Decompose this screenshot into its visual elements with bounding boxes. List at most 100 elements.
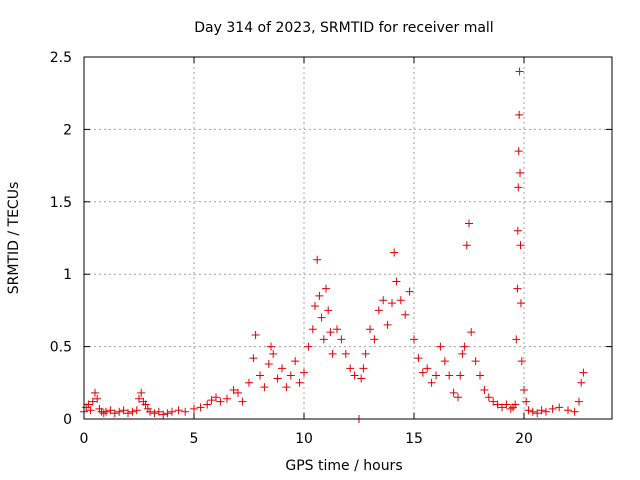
data-point [168, 407, 176, 416]
y-axis-label: SRMTID / TECUs [6, 182, 22, 295]
data-point [579, 368, 588, 377]
data-point [137, 388, 146, 397]
data-point [502, 400, 511, 409]
data-point [300, 368, 308, 377]
data-point [278, 364, 286, 373]
grid-lines [84, 57, 612, 419]
data-point [196, 403, 205, 412]
data-point [150, 409, 159, 418]
data-point [328, 349, 337, 358]
data-point [317, 313, 326, 322]
data-point [249, 354, 258, 363]
data-point [512, 335, 521, 344]
data-point [295, 378, 304, 387]
y-tick-label: 0 [63, 412, 72, 428]
data-point [86, 406, 95, 415]
data-point [454, 393, 462, 402]
data-point [357, 374, 366, 383]
y-tick-label: 2 [63, 122, 72, 138]
data-point [141, 400, 150, 409]
data-point [445, 371, 454, 380]
data-point [498, 403, 506, 412]
data-point [223, 394, 231, 403]
data-point [427, 378, 436, 387]
data-point [570, 407, 579, 416]
data-point [476, 371, 484, 380]
data-point [273, 374, 282, 383]
data-point [366, 325, 374, 334]
data-point [181, 407, 190, 416]
data-point [163, 409, 172, 418]
x-tick-label: 5 [190, 431, 199, 447]
data-point [533, 409, 542, 418]
data-point [515, 67, 524, 76]
data-point [515, 110, 524, 119]
data-point [516, 299, 525, 308]
data-point [282, 383, 291, 392]
data-point [359, 364, 368, 373]
y-axis-ticks: 0 0.5 1 1.5 2 2.5 [50, 50, 612, 428]
data-point [291, 357, 300, 366]
data-point [311, 302, 319, 311]
data-points [80, 67, 588, 423]
data-point [513, 226, 522, 235]
data-point [324, 306, 333, 315]
data-point [84, 400, 93, 409]
y-tick-label: 1.5 [50, 195, 72, 211]
data-point [370, 335, 379, 344]
data-point [392, 277, 401, 286]
data-point [91, 388, 99, 397]
data-point [346, 364, 355, 373]
data-point [128, 407, 137, 416]
data-point [462, 241, 471, 250]
data-point [575, 397, 583, 406]
data-point [203, 400, 212, 409]
data-point [423, 364, 432, 373]
data-point [511, 400, 520, 409]
data-point [513, 284, 522, 293]
data-point [119, 406, 128, 415]
data-point [190, 404, 198, 413]
data-point [264, 359, 273, 368]
data-point [456, 371, 465, 380]
data-point [304, 342, 313, 351]
y-tick-label: 1 [63, 267, 72, 283]
data-point [124, 409, 132, 418]
x-tick-label: 0 [80, 431, 89, 447]
data-point [440, 357, 449, 366]
data-point [493, 400, 502, 409]
data-point [207, 396, 216, 405]
data-point [564, 406, 572, 415]
data-point [374, 306, 383, 315]
data-point [405, 287, 414, 296]
data-point [135, 394, 143, 403]
data-point [216, 397, 225, 406]
data-point [467, 328, 476, 337]
data-point [174, 406, 183, 415]
x-axis-label: GPS time / hours [285, 458, 402, 474]
data-point [229, 386, 238, 395]
chart-title: Day 314 of 2023, SRMTID for receiver mal… [194, 20, 493, 36]
data-point [449, 388, 458, 397]
data-point [516, 168, 525, 177]
data-point [471, 357, 480, 366]
data-point [514, 183, 523, 192]
data-point [537, 406, 546, 415]
data-point [520, 386, 528, 395]
data-point [337, 335, 346, 344]
data-point [458, 349, 467, 358]
data-point [110, 409, 119, 418]
data-point [238, 397, 247, 406]
x-tick-label: 15 [405, 431, 423, 447]
data-point [350, 371, 359, 380]
data-point [319, 335, 328, 344]
data-point [361, 349, 370, 358]
data-point [251, 331, 260, 340]
data-point [379, 296, 388, 305]
data-point [396, 296, 405, 305]
data-point [88, 397, 97, 406]
data-point [517, 357, 526, 366]
data-point [245, 378, 253, 387]
data-point [528, 407, 537, 416]
